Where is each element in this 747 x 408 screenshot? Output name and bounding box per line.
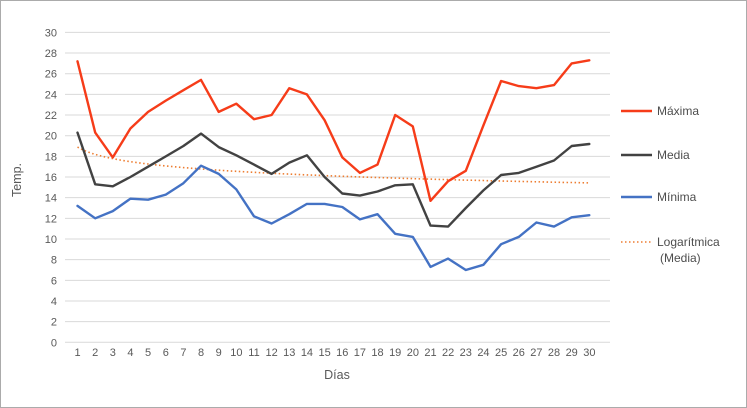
y-tick-label: 18 [45,151,57,163]
y-tick-label: 24 [45,89,57,101]
y-tick-label: 2 [51,317,57,329]
x-tick-label: 3 [110,347,116,359]
x-tick-label: 19 [389,347,401,359]
y-tick-label: 8 [51,255,57,267]
x-tick-label: 12 [266,347,278,359]
x-tick-label: 9 [216,347,222,359]
x-tick-label: 2 [92,347,98,359]
y-tick-label: 0 [51,337,57,349]
y-tick-label: 14 [45,193,57,205]
x-tick-label: 4 [127,347,133,359]
x-tick-label: 7 [180,347,186,359]
legend: Máxima Media Mínima Logarítmica (Media) [621,104,720,265]
x-tick-label: 26 [513,347,525,359]
x-tick-label: 18 [371,347,383,359]
x-tick-label: 24 [477,347,489,359]
x-tick-label: 25 [495,347,507,359]
y-tick-label: 6 [51,275,57,287]
series-line-maxima [76,59,591,203]
x-tick-label: 23 [460,347,472,359]
x-axis-tick-labels: 1 2 3 4 5 6 7 8 9 10 11 12 13 14 15 16 17 18 19 20 21 22 23 24 2… [74,347,595,359]
x-tick-label: 14 [301,347,313,359]
x-tick-label: 11 [248,347,259,359]
x-tick-label: 8 [198,347,204,359]
x-tick-label: 10 [230,347,242,359]
trendline-logaritmica [77,146,590,184]
x-tick-label: 15 [318,347,330,359]
x-tick-label: 21 [424,347,436,359]
y-tick-label: 26 [45,69,57,81]
series-line-minima [76,164,591,272]
x-tick-label: 16 [336,347,348,359]
x-tick-label: 17 [354,347,366,359]
x-tick-label: 6 [163,347,169,359]
x-tick-label: 28 [548,347,560,359]
series-line-media [76,131,591,228]
y-tick-label: 30 [45,27,57,39]
legend-label-media: Media [657,148,690,162]
legend-label-maxima: Máxima [657,104,699,118]
x-tick-label: 20 [407,347,419,359]
y-tick-label: 12 [45,213,57,225]
y-tick-label: 4 [51,296,57,308]
x-tick-label: 22 [442,347,454,359]
y-axis-title: Temp. [10,163,24,197]
y-tick-label: 10 [45,234,57,246]
x-tick-label: 13 [283,347,295,359]
legend-label-minima: Mínima [657,190,697,204]
x-tick-label: 29 [566,347,578,359]
y-tick-label: 22 [45,110,57,122]
x-tick-label: 1 [74,347,80,359]
y-tick-label: 16 [45,172,57,184]
legend-label-trendline-line1: Logarítmica [657,235,720,249]
plot-series [76,59,591,272]
x-tick-label: 27 [530,347,542,359]
x-axis-title: Días [324,368,350,382]
x-tick-label: 5 [145,347,151,359]
legend-label-trendline-line2: (Media) [660,251,701,265]
y-tick-label: 20 [45,131,57,143]
y-tick-label: 28 [45,48,57,60]
x-tick-label: 30 [583,347,595,359]
gridlines [65,31,610,343]
